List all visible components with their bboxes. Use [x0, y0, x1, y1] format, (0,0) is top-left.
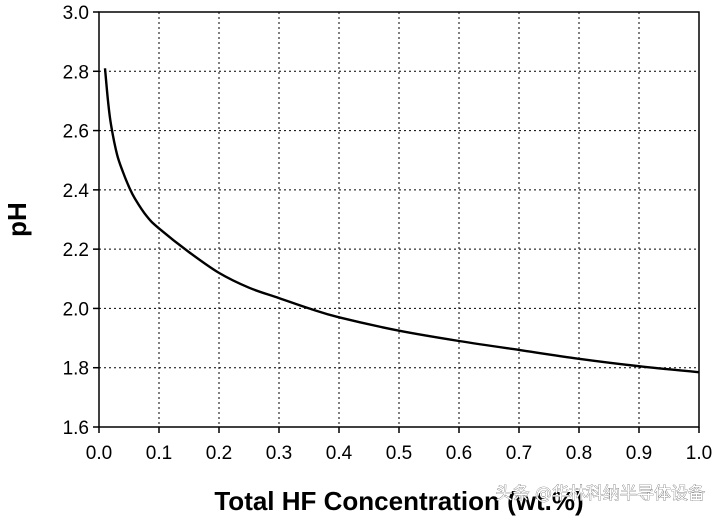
- x-tick-label: 1.0: [686, 443, 712, 464]
- watermark-text: 头条 @华林科纳半导体设备: [496, 484, 705, 504]
- x-tick-label: 0.7: [506, 443, 532, 464]
- x-tick-label: 0.3: [266, 443, 292, 464]
- y-tick-label: 3.0: [63, 3, 89, 24]
- grid: [93, 11, 700, 433]
- x-tick-label: 0.6: [446, 443, 472, 464]
- x-tick-label: 0.0: [86, 443, 112, 464]
- x-tick-label: 0.8: [566, 443, 592, 464]
- y-tick-labels: 1.6 1.8 2.0 2.2 2.4 2.6 2.8 3.0: [63, 3, 90, 439]
- plot-area: [98, 11, 700, 428]
- series-line: [103, 68, 700, 374]
- y-tick-label: 2.2: [63, 240, 89, 261]
- y-tick-label: 1.6: [63, 418, 89, 439]
- y-axis-title: pH: [2, 202, 32, 237]
- y-tick-label: 2.8: [63, 62, 89, 83]
- x-tick-labels: 0.0 0.1 0.2 0.3 0.4 0.5 0.6 0.7 0.8 0.9 1.0: [86, 443, 712, 464]
- x-axis-title: Total HF Concentration (wt.%): [214, 486, 583, 516]
- x-tick-label: 0.5: [386, 443, 412, 464]
- x-tick-label: 0.2: [206, 443, 232, 464]
- x-tick-label: 0.9: [626, 443, 652, 464]
- y-tick-label: 1.8: [63, 359, 89, 380]
- x-tick-label: 0.4: [326, 443, 353, 464]
- y-tick-label: 2.4: [63, 181, 90, 202]
- x-tick-label: 0.1: [146, 443, 172, 464]
- y-tick-label: 2.6: [63, 122, 89, 143]
- y-tick-label: 2.0: [63, 299, 89, 320]
